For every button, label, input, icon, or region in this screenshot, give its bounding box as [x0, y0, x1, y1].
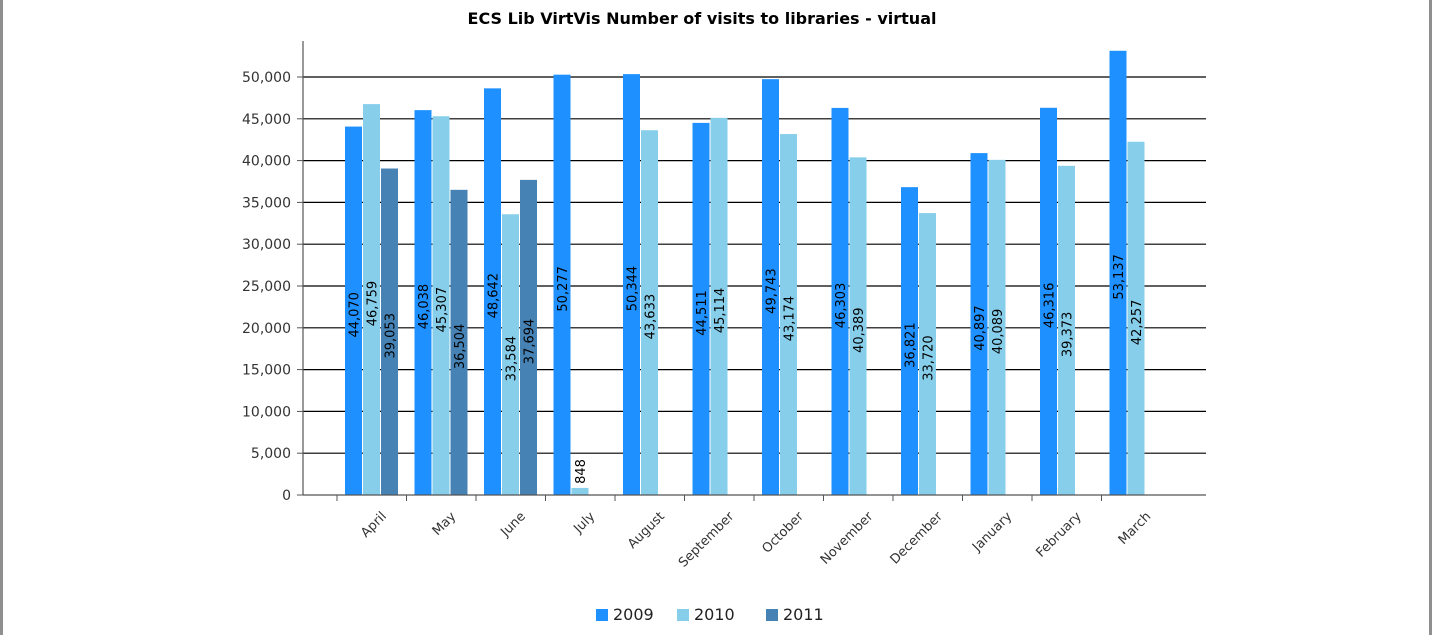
- data-label: 40,897: [973, 305, 988, 351]
- y-tick-label: 25,000: [242, 279, 291, 295]
- x-axis-ticks: April May June July August September October No…: [336, 495, 1155, 571]
- bar-2009-july: [553, 74, 571, 496]
- x-tick-label: March: [1116, 509, 1155, 548]
- bar-marks: [345, 50, 1145, 496]
- data-label: 44,070: [348, 292, 363, 338]
- x-tick-label: July: [570, 509, 598, 537]
- data-label: 39,373: [1061, 312, 1076, 358]
- x-tick-label: June: [497, 509, 528, 540]
- y-tick-label: 30,000: [242, 237, 291, 253]
- data-label: 36,504: [453, 324, 468, 370]
- legend-swatch-2010: [677, 609, 689, 621]
- data-label: 37,694: [523, 319, 538, 365]
- x-tick-label: January: [969, 509, 1015, 555]
- bar-2009-january: [970, 153, 988, 495]
- legend: 2009 2010 2011: [596, 605, 824, 624]
- y-axis-ticks: 0 5,000 10,000 15,000 20,000 25,000 30,000 35,0…: [242, 70, 303, 504]
- data-label: 46,316: [1043, 283, 1058, 329]
- bar-2010-october: [780, 134, 797, 495]
- bar-2011-may: [450, 189, 468, 496]
- y-tick-label: 45,000: [242, 112, 291, 128]
- data-label: 53,137: [1112, 254, 1127, 300]
- data-label: 45,307: [435, 287, 450, 333]
- bar-2009-june: [484, 88, 501, 496]
- x-tick-label: February: [1033, 509, 1085, 561]
- data-label: 43,174: [783, 296, 798, 342]
- x-tick-label: May: [430, 509, 460, 539]
- legend-swatch-2011: [766, 609, 778, 621]
- bar-2010-february: [1058, 165, 1075, 495]
- data-label: 46,038: [417, 284, 432, 330]
- data-label: 40,089: [991, 309, 1006, 355]
- bar-2010-april: [363, 104, 380, 495]
- y-tick-label: 20,000: [242, 321, 291, 337]
- x-tick-label: December: [888, 509, 947, 568]
- y-tick-label: 40,000: [242, 154, 291, 170]
- legend-label-2011: 2011: [783, 605, 824, 624]
- bar-2010-december: [919, 213, 936, 495]
- x-tick-label: October: [759, 509, 807, 557]
- x-tick-label: September: [676, 509, 738, 571]
- data-label: 39,053: [384, 313, 399, 359]
- data-label: 45,114: [713, 288, 728, 334]
- bar-2009-november: [831, 107, 849, 495]
- bar-2009-march: [1109, 50, 1127, 495]
- y-tick-label: 5,000: [251, 446, 291, 462]
- bar-2010-march: [1127, 141, 1145, 495]
- bar-2011-june: [520, 179, 537, 495]
- data-label: 44,511: [695, 290, 710, 336]
- chart-title: ECS Lib VirtVis Number of visits to libr…: [468, 9, 937, 28]
- data-label: 33,584: [505, 336, 520, 382]
- bar-2009-september: [692, 122, 710, 496]
- data-label: 36,821: [904, 322, 919, 368]
- legend-label-2009: 2009: [613, 605, 654, 624]
- y-tick-label: 35,000: [242, 195, 291, 211]
- bar-2009-february: [1040, 107, 1057, 495]
- data-label: 49,743: [765, 268, 780, 314]
- bar-2010-november: [849, 157, 867, 495]
- bar-2010-august: [641, 130, 658, 495]
- bar-2010-january: [988, 159, 1006, 495]
- legend-swatch-2009: [596, 609, 608, 621]
- y-tick-label: 0: [282, 488, 291, 504]
- y-tick-label: 10,000: [242, 404, 291, 420]
- bar-2010-july: [571, 487, 589, 495]
- bar-2010-may: [432, 116, 450, 495]
- bar-2010-september: [710, 117, 728, 496]
- bar-2009-may: [414, 110, 432, 496]
- x-tick-label: November: [818, 509, 877, 568]
- data-label: 46,759: [366, 281, 381, 327]
- data-label: 40,389: [852, 307, 867, 353]
- data-label: 50,277: [556, 266, 571, 312]
- bar-2009-april: [345, 126, 362, 495]
- x-tick-label: April: [358, 509, 390, 541]
- y-tick-label: 50,000: [242, 70, 291, 86]
- bar-2009-august: [623, 74, 640, 496]
- data-label: 46,303: [834, 283, 849, 329]
- bar-2010-june: [502, 214, 519, 495]
- data-label: 48,642: [487, 273, 502, 319]
- bar-2009-october: [762, 79, 779, 495]
- data-label: 50,344: [626, 266, 641, 312]
- bar-2009-december: [901, 187, 918, 495]
- y-tick-label: 15,000: [242, 363, 291, 379]
- data-label: 42,257: [1130, 300, 1145, 346]
- x-tick-label: August: [625, 509, 668, 552]
- data-label: 33,720: [922, 335, 937, 381]
- bar-2011-april: [381, 168, 398, 496]
- data-label: 848: [574, 459, 589, 484]
- data-label: 43,633: [644, 294, 659, 340]
- legend-label-2010: 2010: [694, 605, 735, 624]
